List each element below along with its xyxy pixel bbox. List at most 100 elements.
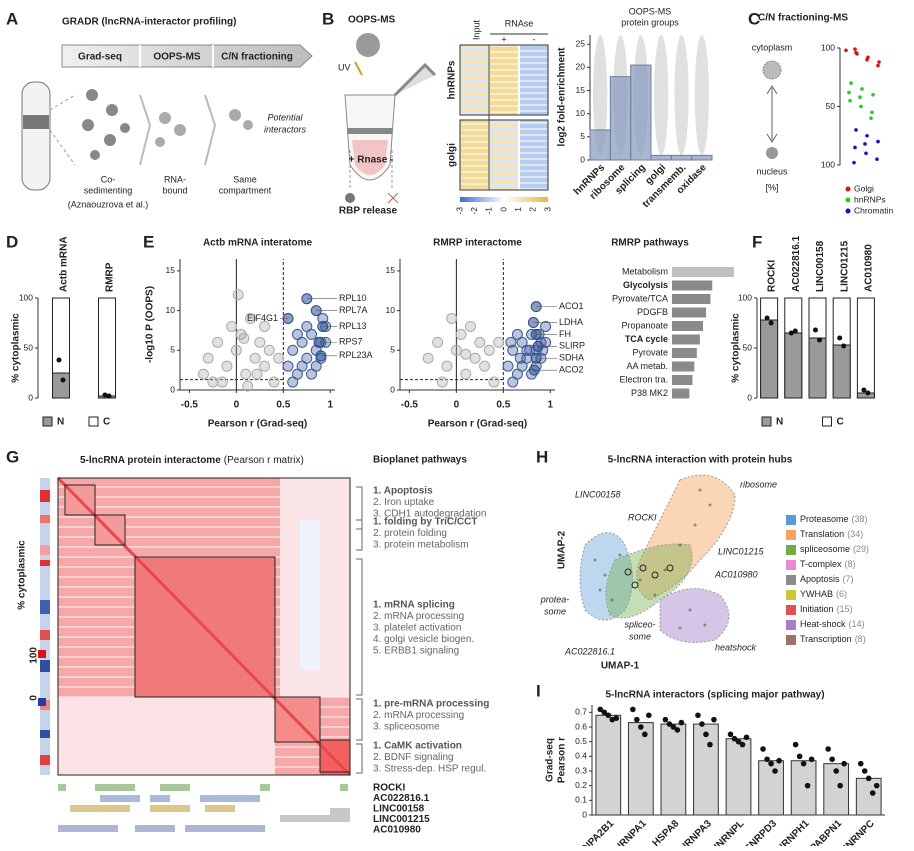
- legend-name: spliceosome: [800, 544, 850, 554]
- y-tick-label: 10: [386, 305, 396, 315]
- point: [268, 376, 280, 388]
- replicate: [776, 757, 782, 764]
- track-label: LINC001215: [373, 814, 430, 825]
- track-label: AC022816.1: [373, 793, 430, 804]
- point: [306, 328, 318, 340]
- point: [263, 344, 275, 356]
- label: + Rnase -: [349, 155, 394, 166]
- x-tick-label: 0.5: [276, 400, 290, 411]
- legend-name: Apoptosis: [800, 574, 840, 584]
- pathway-label: 1. pre-mRNA processing: [373, 699, 489, 710]
- point: [310, 360, 322, 372]
- replicate: [739, 741, 746, 748]
- point: [244, 313, 256, 325]
- y-label: log2 fold-enrichment: [557, 47, 568, 147]
- point: [301, 320, 313, 332]
- y-tick-label: 0.2: [575, 780, 587, 790]
- label: RBP release: [339, 206, 398, 217]
- column-label: Input: [471, 19, 481, 40]
- legend-label: Proteasome (38): [800, 514, 868, 524]
- chart-title: protein groups: [621, 17, 679, 27]
- x-tick-label: -0.5: [401, 400, 419, 411]
- circle: [159, 112, 171, 124]
- point: [877, 60, 881, 64]
- x-tick-label: LINC00158: [815, 240, 826, 292]
- bar: [693, 723, 719, 816]
- legend-swatch: [845, 208, 851, 214]
- point: [514, 352, 526, 364]
- label: Co-: [101, 174, 116, 184]
- heat-block: [490, 45, 518, 115]
- legend-label: YWHAB (6): [800, 589, 847, 599]
- heat-block: [460, 120, 488, 190]
- legend-swatch: [786, 530, 796, 540]
- bar: [650, 154, 672, 161]
- label: [%]: [765, 182, 778, 192]
- circle: [698, 488, 702, 492]
- panel-title: GRADR (lncRNA-interactor profiling): [62, 17, 236, 28]
- point-label: RPS7: [339, 337, 363, 347]
- cluster-label: LINC01215: [718, 546, 765, 556]
- pathway-label: 1. Apoptosis: [373, 486, 433, 497]
- point-label: ACO1: [559, 301, 584, 311]
- track-label: ROCKI: [373, 783, 405, 794]
- g: [593, 488, 712, 630]
- bracket: [356, 519, 363, 551]
- point: [251, 368, 263, 380]
- rect: [330, 808, 350, 815]
- replicate: [613, 715, 620, 721]
- point-label: SLIRP: [559, 341, 585, 351]
- point: [493, 336, 505, 348]
- replicate: [800, 760, 807, 767]
- label: OOPS-MS: [348, 15, 396, 26]
- circle: [703, 623, 707, 627]
- side-key: [38, 698, 46, 706]
- x-tick-label: AC010980: [864, 244, 875, 292]
- pathway-label: 2. protein folding: [373, 528, 447, 539]
- heat-frame: [459, 44, 549, 116]
- point: [852, 160, 856, 165]
- label: compartment: [219, 185, 272, 195]
- y-tick-label: 100: [19, 292, 33, 302]
- x-tick-label: 1: [328, 400, 334, 411]
- legend-count: (8): [855, 634, 866, 644]
- bar: [691, 154, 713, 161]
- point: [202, 352, 214, 364]
- rbp-icon: [345, 193, 355, 203]
- point: [282, 360, 294, 372]
- step-label: Grad-seq: [78, 52, 122, 63]
- replicate: [817, 337, 822, 343]
- interphase: [348, 128, 392, 134]
- umap-clusters: [579, 474, 736, 643]
- heat-block: [520, 45, 548, 115]
- legend-label: C: [837, 417, 844, 428]
- replicate: [796, 753, 803, 760]
- point: [249, 352, 261, 364]
- replicate: [841, 760, 847, 767]
- pathway-label: 2. mRNA processing: [373, 611, 464, 622]
- pathway-label: 1. folding by TriC/CCT: [373, 517, 477, 528]
- point: [875, 157, 879, 161]
- label: 100: [29, 647, 40, 664]
- pathway-label: 4. golgi vesicle biogen.: [373, 634, 474, 645]
- point: [864, 151, 868, 156]
- point: [238, 332, 250, 344]
- y-tick-label: 0: [28, 392, 33, 402]
- y-tick-label: 100: [738, 292, 752, 302]
- y-tick-label: 10: [576, 108, 586, 118]
- rect: [58, 784, 66, 791]
- rect: [160, 784, 190, 791]
- rect: [57, 477, 351, 776]
- y-tick-label: 0: [170, 384, 175, 394]
- circle: [174, 124, 186, 136]
- legend-swatch: [786, 605, 796, 615]
- point: [291, 328, 303, 340]
- point: [450, 344, 462, 356]
- panel-letter: A: [6, 9, 18, 28]
- colorbar-tick: 2: [528, 207, 538, 212]
- legend-label: Apoptosis (7): [800, 574, 854, 584]
- point: [287, 344, 299, 356]
- legend-name: Initiation: [800, 604, 834, 614]
- legend-label: Golgi: [854, 183, 874, 193]
